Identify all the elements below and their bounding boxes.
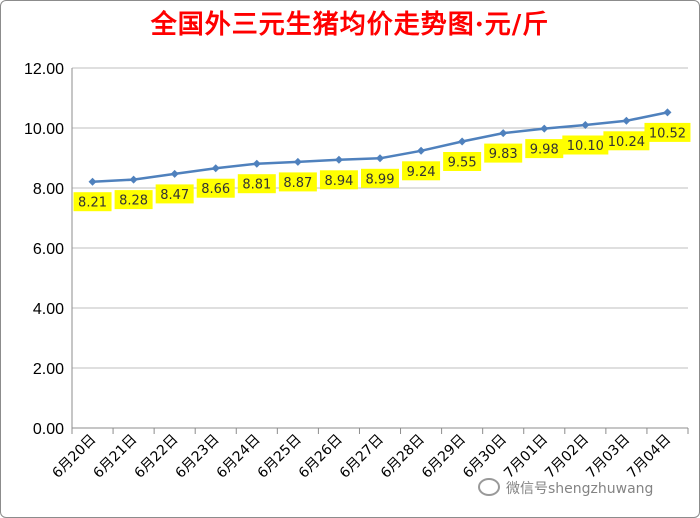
data-label-text: 8.87 [283, 176, 312, 191]
data-point-marker [458, 137, 467, 146]
x-tick-label: 6月25日 [255, 432, 305, 482]
data-point-marker [581, 121, 590, 129]
data-label-text: 10.10 [567, 139, 604, 154]
data-labels: 8.21 8.28 8.47 8.66 8.81 8.87 8.94 8.99 9.24 9.55… [73, 122, 691, 212]
data-label: 8.28 [114, 190, 153, 210]
data-label-text: 9.24 [407, 165, 436, 180]
wechat-icon [478, 478, 500, 496]
x-tick-label: 6月23日 [173, 432, 223, 482]
data-label: 10.52 [644, 122, 691, 142]
data-label: 8.99 [361, 168, 399, 188]
x-tick-label: 6月27日 [337, 432, 387, 482]
data-label-text: 9.83 [489, 147, 518, 162]
data-label-background [196, 178, 235, 198]
data-point-marker [540, 124, 549, 133]
y-tick-label: 8.00 [33, 181, 64, 198]
data-label: 8.94 [319, 170, 358, 190]
data-label-background [402, 161, 441, 181]
data-label-text: 8.21 [78, 196, 107, 211]
x-tick-label: 7月01日 [501, 432, 551, 482]
x-tick-label: 7月02日 [542, 432, 592, 482]
y-tick-labels: 0.00 2.00 4.00 6.00 8.00 10.00 12.00 [24, 61, 64, 438]
x-tick-label: 6月21日 [90, 432, 140, 482]
data-label-text: 9.98 [530, 143, 559, 158]
data-point-marker [252, 159, 261, 168]
gridlines [72, 67, 688, 369]
watermark-text: 微信号shengzhuwang [506, 481, 654, 497]
x-tick-label: 6月22日 [131, 432, 181, 482]
data-point-marker [211, 164, 220, 173]
data-label-background [237, 174, 276, 194]
data-label-background [319, 170, 358, 190]
data-point-marker [334, 155, 343, 164]
data-label-text: 8.81 [242, 178, 271, 193]
y-tick-label: 12.00 [24, 61, 64, 78]
data-label-text: 10.52 [649, 126, 686, 141]
data-label-text: 8.47 [160, 188, 189, 203]
data-label-text: 8.28 [119, 194, 148, 209]
data-point-marker [417, 146, 426, 155]
x-tick-label: 6月30日 [460, 432, 510, 482]
data-point-marker [88, 177, 97, 186]
data-label: 9.83 [484, 143, 523, 163]
data-label: 8.21 [73, 192, 112, 212]
data-point-marker [170, 169, 179, 178]
chart-title: 全国外三元生猪均价走势图·元/斤 [150, 10, 550, 40]
y-tick-label: 10.00 [24, 121, 64, 138]
y-tick-label: 6.00 [33, 241, 64, 258]
watermark: 微信号shengzhuwang [478, 478, 653, 498]
data-label: 8.81 [237, 174, 276, 194]
x-tick-labels: 6月20日6月21日6月22日6月23日6月24日6月25日6月26日6月27日… [49, 432, 674, 482]
data-label-background [443, 152, 482, 171]
data-label-background [603, 131, 650, 151]
data-label-text: 10.24 [608, 135, 645, 150]
data-label: 8.87 [278, 172, 317, 192]
y-tick-label: 4.00 [33, 301, 64, 318]
data-label: 10.10 [562, 135, 609, 155]
data-label-text: 8.94 [324, 174, 353, 189]
data-label-background [525, 139, 564, 159]
x-tick-label: 6月29日 [419, 432, 469, 482]
y-tick-label: 0.00 [33, 421, 64, 438]
data-label: 9.55 [443, 152, 482, 171]
x-tick-label: 6月24日 [214, 432, 264, 482]
data-point-marker [499, 129, 508, 138]
data-label: 9.98 [525, 139, 564, 159]
data-label-background [114, 190, 153, 210]
data-label-background [73, 192, 112, 212]
x-tick-label: 7月03日 [583, 432, 633, 482]
data-label-text: 9.55 [448, 156, 477, 171]
data-label-text: 8.66 [201, 182, 230, 197]
data-label: 8.66 [196, 178, 235, 198]
data-point-marker [293, 157, 302, 166]
data-label-background [644, 122, 691, 142]
data-point-marker [129, 175, 138, 184]
data-label: 9.24 [402, 161, 441, 181]
data-label-text: 8.99 [366, 172, 395, 187]
data-point-marker [663, 108, 672, 117]
data-point-marker [622, 116, 631, 125]
data-label-background [155, 184, 194, 204]
x-tick-label: 6月20日 [49, 432, 99, 482]
data-point-marker [376, 154, 384, 163]
x-tick-label: 6月26日 [296, 432, 346, 482]
x-tick-label: 7月04日 [624, 432, 674, 482]
data-label: 8.47 [155, 184, 194, 204]
axes [71, 68, 689, 434]
series-line-group [88, 108, 672, 186]
data-label-background [484, 143, 523, 163]
data-label-background [361, 168, 399, 188]
y-tick-label: 2.00 [33, 361, 64, 378]
x-tick-label: 6月28日 [378, 432, 428, 482]
data-label-background [278, 172, 317, 192]
data-label: 10.24 [603, 131, 650, 151]
data-label-background [562, 135, 609, 155]
